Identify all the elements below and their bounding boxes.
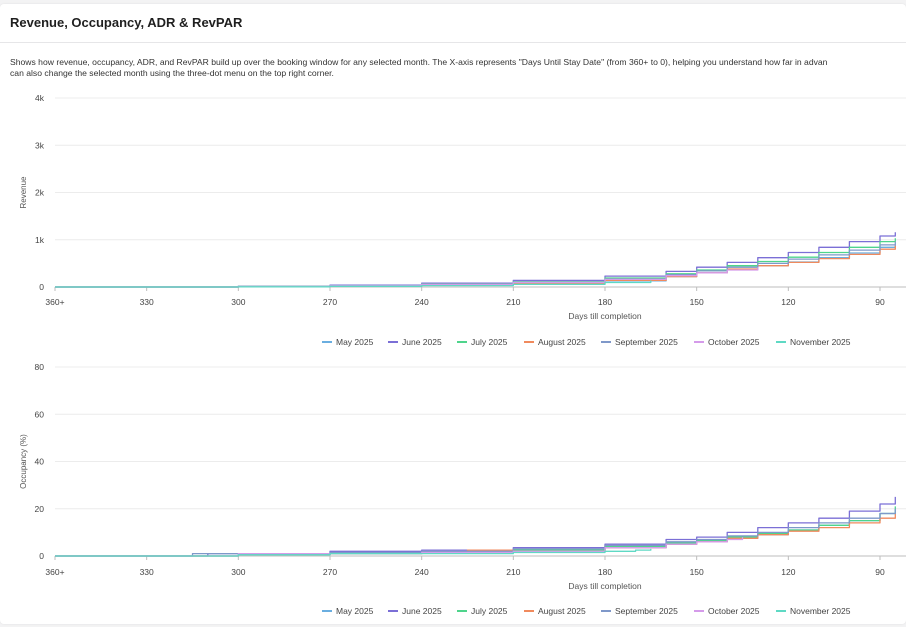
legend-item-september-2025[interactable]: September 2025 <box>601 606 678 616</box>
title-divider <box>0 42 906 43</box>
y-axis-title: Occupancy (%) <box>19 434 28 489</box>
x-axis-title: Days till completion <box>568 581 641 591</box>
series-line-october-2025[interactable] <box>55 537 744 557</box>
series-line-august-2025[interactable] <box>55 513 896 557</box>
y-tick-label: 0 <box>39 282 44 292</box>
legend-label: October 2025 <box>708 606 760 616</box>
x-tick-label: 240 <box>415 297 429 307</box>
legend-label: August 2025 <box>538 337 586 347</box>
series-line-september-2025[interactable] <box>55 241 896 288</box>
y-axis-title: Revenue <box>19 176 28 209</box>
x-tick-label: 150 <box>690 567 704 577</box>
series-line-july-2025[interactable] <box>55 238 896 288</box>
series-line-november-2025[interactable] <box>55 548 652 557</box>
legend-item-may-2025[interactable]: May 2025 <box>322 606 374 616</box>
description-line-1: Shows how revenue, occupancy, ADR, and R… <box>10 57 828 67</box>
legend-item-august-2025[interactable]: August 2025 <box>524 337 586 347</box>
legend-label: November 2025 <box>790 337 851 347</box>
x-tick-label: 300 <box>231 297 245 307</box>
chart-1: 0 1k 2k 3k 4k 360+ 330 300 270 240 210 180 150 120 90 D… <box>19 93 906 347</box>
y-tick-label: 1k <box>35 235 45 245</box>
legend-item-may-2025[interactable]: May 2025 <box>322 337 374 347</box>
x-axis-title: Days till completion <box>568 311 641 321</box>
x-tick-label: 90 <box>875 567 885 577</box>
series-line-october-2025[interactable] <box>55 267 759 288</box>
chart-card: Revenue, Occupancy, ADR & RevPAR Shows h… <box>0 4 906 624</box>
series-line-june-2025[interactable] <box>55 232 896 288</box>
x-tick-label: 300 <box>231 567 245 577</box>
x-tick-label: 270 <box>323 567 337 577</box>
x-tick-label: 330 <box>140 567 154 577</box>
legend-label: August 2025 <box>538 606 586 616</box>
series-line-june-2025[interactable] <box>55 496 896 557</box>
chart-2: 0 20 40 60 80 360+ 330 300 270 240 210 180 150 120 90 D… <box>19 362 906 616</box>
legend-label: May 2025 <box>336 606 374 616</box>
series-line-november-2025[interactable] <box>55 280 652 288</box>
x-tick-label: 150 <box>690 297 704 307</box>
x-tick-label: 240 <box>415 567 429 577</box>
legend-item-august-2025[interactable]: August 2025 <box>524 606 586 616</box>
y-tick-label: 4k <box>35 93 45 103</box>
y-tick-label: 40 <box>35 457 45 467</box>
legend-item-october-2025[interactable]: October 2025 <box>694 337 760 347</box>
legend-item-november-2025[interactable]: November 2025 <box>776 606 851 616</box>
y-tick-label: 60 <box>35 409 45 419</box>
legend-label: October 2025 <box>708 337 760 347</box>
legend-label: July 2025 <box>471 606 508 616</box>
x-tick-label: 180 <box>598 297 612 307</box>
legend-label: November 2025 <box>790 606 851 616</box>
description-line-2: can also change the selected month using… <box>10 68 334 78</box>
legend-item-july-2025[interactable]: July 2025 <box>457 606 508 616</box>
x-tick-label: 120 <box>781 297 795 307</box>
x-tick-label: 90 <box>875 297 885 307</box>
x-tick-label: 360+ <box>45 567 64 577</box>
legend-label: June 2025 <box>402 606 442 616</box>
card-description: Shows how revenue, occupancy, ADR, and R… <box>10 57 906 79</box>
legend-label: September 2025 <box>615 337 678 347</box>
card-title: Revenue, Occupancy, ADR & RevPAR <box>10 15 243 30</box>
y-tick-label: 80 <box>35 362 45 372</box>
x-tick-label: 360+ <box>45 297 64 307</box>
x-tick-label: 120 <box>781 567 795 577</box>
legend-item-september-2025[interactable]: September 2025 <box>601 337 678 347</box>
legend-item-november-2025[interactable]: November 2025 <box>776 337 851 347</box>
x-tick-label: 210 <box>506 567 520 577</box>
x-tick-label: 330 <box>140 297 154 307</box>
legend-item-october-2025[interactable]: October 2025 <box>694 606 760 616</box>
series-line-july-2025[interactable] <box>55 506 896 557</box>
y-tick-label: 20 <box>35 504 45 514</box>
legend-item-june-2025[interactable]: June 2025 <box>388 337 442 347</box>
y-tick-label: 2k <box>35 188 45 198</box>
legend-label: June 2025 <box>402 337 442 347</box>
legend-item-july-2025[interactable]: July 2025 <box>457 337 508 347</box>
legend-item-june-2025[interactable]: June 2025 <box>388 606 442 616</box>
series-line-september-2025[interactable] <box>55 508 896 557</box>
x-tick-label: 180 <box>598 567 612 577</box>
series-line-august-2025[interactable] <box>55 245 896 288</box>
x-tick-label: 270 <box>323 297 337 307</box>
y-tick-label: 3k <box>35 140 45 150</box>
y-tick-label: 0 <box>39 551 44 561</box>
legend-label: May 2025 <box>336 337 374 347</box>
legend-label: July 2025 <box>471 337 508 347</box>
legend-label: September 2025 <box>615 606 678 616</box>
x-tick-label: 210 <box>506 297 520 307</box>
